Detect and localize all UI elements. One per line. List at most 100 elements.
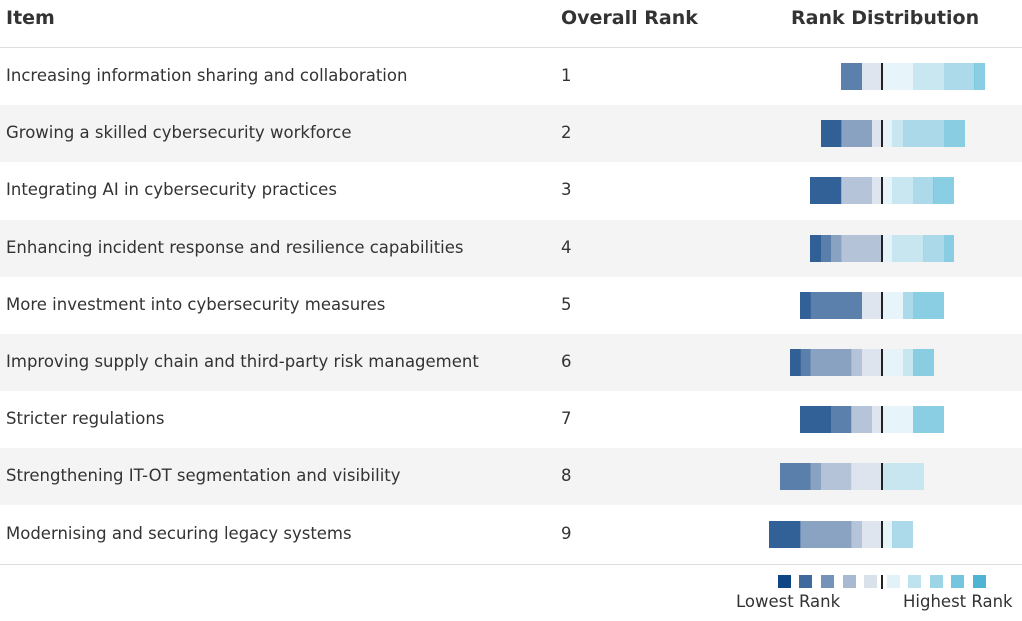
table-header: Item Overall Rank Rank Distribution	[0, 0, 1022, 48]
center-line	[881, 406, 883, 434]
bar-segment-level-6	[882, 63, 914, 90]
legend-swatch-level-7	[908, 575, 921, 588]
table-row: Improving supply chain and third-party r…	[0, 334, 1022, 391]
item-label: Increasing information sharing and colla…	[6, 66, 408, 85]
divider	[0, 564, 1022, 565]
bar-segment-level-1	[810, 234, 821, 262]
center-line	[881, 234, 883, 262]
item-label: Enhancing incident response and resilien…	[6, 237, 464, 257]
bar-segment-level-8	[943, 63, 975, 90]
bar-segment-level-6	[882, 349, 903, 376]
bar-segment-level-7	[912, 63, 944, 90]
bar-segment-level-9	[912, 291, 944, 319]
bar-segment-level-7	[882, 463, 924, 491]
bar-segment-level-9	[912, 406, 944, 434]
table-row: Integrating AI in cybersecurity practice…	[0, 162, 1022, 219]
legend-swatch-level-5	[864, 575, 877, 588]
legend-swatch-level-4	[843, 575, 856, 588]
center-line	[881, 520, 883, 548]
table-row: Modernising and securing legacy systems 9	[0, 506, 1022, 563]
bar-segment-level-6	[882, 406, 914, 434]
item-label: Modernising and securing legacy systems	[6, 523, 352, 543]
bar-segment-level-4	[851, 406, 873, 434]
item-label: Stricter regulations	[6, 409, 165, 429]
legend-swatch-level-8	[930, 575, 943, 588]
column-header-rank-distribution: Rank Distribution	[791, 7, 980, 29]
bar-segment-level-5	[861, 349, 883, 376]
table-row: Strengthening IT-OT segmentation and vis…	[0, 448, 1022, 506]
bar-segment-level-8	[892, 520, 914, 548]
bar-segment-level-9	[974, 63, 985, 90]
legend-high-label: Highest Rank	[903, 592, 1013, 611]
bar-segment-level-3	[810, 463, 821, 491]
bar-segment-level-3	[830, 234, 842, 262]
bar-segment-level-9	[933, 177, 955, 205]
bar-segment-level-5	[871, 177, 883, 205]
bar-segment-level-4	[851, 349, 862, 376]
legend-swatch-level-6	[887, 575, 900, 588]
center-line	[881, 177, 883, 205]
bar-segment-level-4	[841, 234, 883, 262]
legend-center-line	[881, 575, 883, 589]
overall-rank: 5	[561, 294, 572, 314]
bar-segment-level-5	[861, 291, 883, 319]
bar-segment-level-9	[943, 234, 955, 262]
bar-segment-level-2	[830, 406, 852, 434]
table-row: Stricter regulations 7	[0, 391, 1022, 448]
bar-segment-level-6	[882, 120, 893, 148]
bar-segment-level-4	[851, 520, 862, 548]
table-row: Growing a skilled cybersecurity workforc…	[0, 105, 1022, 163]
overall-rank: 9	[561, 523, 572, 543]
bar-segment-level-6	[882, 291, 903, 319]
bar-segment-level-5	[871, 406, 883, 434]
bar-segment-level-1	[789, 349, 801, 376]
bar-segment-level-8	[912, 177, 934, 205]
center-line	[881, 463, 883, 491]
bar-segment-level-7	[902, 349, 914, 376]
bar-segment-level-2	[779, 463, 811, 491]
bar-segment-level-5	[871, 120, 883, 148]
bar-segment-level-2	[810, 291, 862, 319]
bar-segment-level-5	[851, 463, 883, 491]
overall-rank: 4	[561, 237, 572, 257]
bar-segment-level-3	[841, 120, 873, 148]
column-header-overall-rank[interactable]: Overall Rank	[561, 7, 698, 29]
legend-swatch-level-2	[799, 575, 812, 588]
bar-segment-level-1	[820, 120, 842, 148]
item-label: Improving supply chain and third-party r…	[6, 352, 479, 371]
bar-segment-level-3	[800, 520, 852, 548]
table-row: More investment into cybersecurity measu…	[0, 277, 1022, 334]
bar-segment-level-8	[923, 234, 944, 262]
item-label: Growing a skilled cybersecurity workforc…	[6, 123, 352, 143]
legend-swatch-level-10	[973, 575, 986, 588]
bar-segment-level-9	[943, 120, 965, 148]
column-header-item[interactable]: Item	[6, 7, 55, 29]
bar-segment-level-7	[892, 177, 914, 205]
bar-segment-level-6	[882, 177, 893, 205]
bar-segment-level-7	[892, 234, 924, 262]
bar-segment-level-9	[912, 349, 934, 376]
bar-segment-level-2	[820, 234, 832, 262]
bar-segment-level-3	[810, 349, 852, 376]
overall-rank: 1	[561, 66, 572, 85]
bar-segment-level-2	[841, 63, 862, 90]
center-line	[881, 291, 883, 319]
center-line	[881, 63, 883, 90]
bar-segment-level-5	[861, 63, 883, 90]
item-label: More investment into cybersecurity measu…	[6, 294, 386, 314]
center-line	[881, 120, 883, 148]
legend-low-label: Lowest Rank	[736, 592, 841, 611]
bar-segment-level-7	[892, 120, 903, 148]
legend-swatch-level-3	[821, 575, 834, 588]
item-label: Integrating AI in cybersecurity practice…	[6, 180, 337, 200]
table-row: Increasing information sharing and colla…	[0, 48, 1022, 105]
item-label: Strengthening IT-OT segmentation and vis…	[6, 466, 401, 486]
bar-segment-level-1	[800, 406, 832, 434]
legend-swatch-level-1	[778, 575, 791, 588]
bar-segment-level-8	[902, 291, 914, 319]
bar-segment-level-8	[902, 120, 944, 148]
bar-segment-level-4	[841, 177, 873, 205]
bar-segment-level-5	[861, 520, 883, 548]
bar-segment-level-2	[800, 349, 811, 376]
overall-rank: 2	[561, 123, 572, 143]
